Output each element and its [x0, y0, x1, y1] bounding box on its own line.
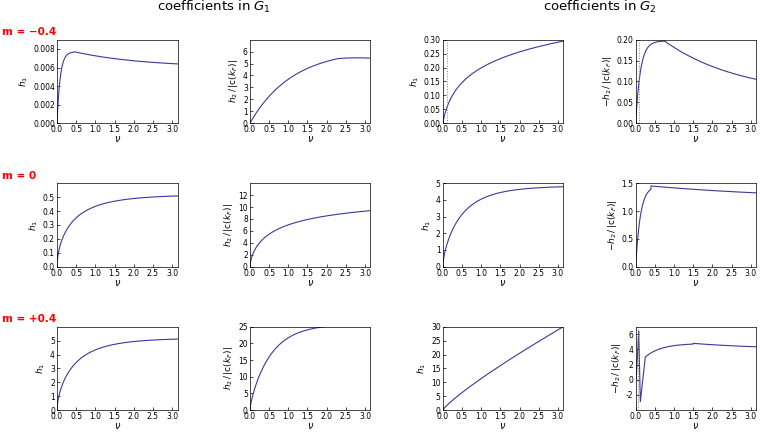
Y-axis label: $-h_2\,/\,|\mathrm{c}(k_F)|$: $-h_2\,/\,|\mathrm{c}(k_F)|$: [606, 199, 619, 250]
Y-axis label: $-h_2\,/\,|\mathrm{c}(k_F)|$: $-h_2\,/\,|\mathrm{c}(k_F)|$: [610, 343, 623, 394]
X-axis label: $\nu$: $\nu$: [499, 278, 507, 288]
X-axis label: $\nu$: $\nu$: [306, 278, 314, 288]
Y-axis label: $h_2\,/\,|\mathrm{c}(k_F)|$: $h_2\,/\,|\mathrm{c}(k_F)|$: [223, 347, 236, 390]
Y-axis label: $h_1$: $h_1$: [408, 76, 421, 87]
X-axis label: $\nu$: $\nu$: [306, 134, 314, 144]
Y-axis label: $h_2\,/\,|\mathrm{c}(k_F)|$: $h_2\,/\,|\mathrm{c}(k_F)|$: [227, 60, 240, 103]
X-axis label: $\nu$: $\nu$: [692, 278, 699, 288]
Text: coefficients in $G_1$: coefficients in $G_1$: [157, 0, 271, 15]
Y-axis label: $h_1$: $h_1$: [420, 219, 433, 231]
X-axis label: $\nu$: $\nu$: [499, 134, 507, 144]
Text: coefficients in $G_2$: coefficients in $G_2$: [543, 0, 657, 15]
Text: m = 0: m = 0: [2, 171, 36, 181]
Y-axis label: $h_1$: $h_1$: [35, 363, 47, 374]
Text: m = +0.4: m = +0.4: [2, 314, 55, 325]
Y-axis label: $-h_2\,/\,|\mathrm{c}(k_F)|$: $-h_2\,/\,|\mathrm{c}(k_F)|$: [601, 56, 614, 107]
X-axis label: $\nu$: $\nu$: [114, 278, 121, 288]
Y-axis label: $h_1$: $h_1$: [416, 363, 428, 374]
X-axis label: $\nu$: $\nu$: [114, 134, 121, 144]
Y-axis label: $h_1$: $h_1$: [27, 219, 40, 231]
X-axis label: $\nu$: $\nu$: [692, 134, 699, 144]
X-axis label: $\nu$: $\nu$: [306, 421, 314, 431]
X-axis label: $\nu$: $\nu$: [499, 421, 507, 431]
Y-axis label: $h_1$: $h_1$: [17, 76, 30, 87]
Y-axis label: $h_2\,/\,|\mathrm{c}(k_F)|$: $h_2\,/\,|\mathrm{c}(k_F)|$: [223, 203, 236, 247]
X-axis label: $\nu$: $\nu$: [692, 421, 699, 431]
X-axis label: $\nu$: $\nu$: [114, 421, 121, 431]
Text: m = −0.4: m = −0.4: [2, 27, 55, 37]
